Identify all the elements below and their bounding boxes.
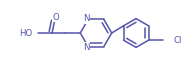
Text: O: O bbox=[52, 13, 59, 22]
Text: Cl: Cl bbox=[173, 36, 181, 45]
Text: N: N bbox=[83, 14, 90, 23]
Text: HO: HO bbox=[19, 29, 33, 37]
Text: N: N bbox=[83, 43, 90, 52]
